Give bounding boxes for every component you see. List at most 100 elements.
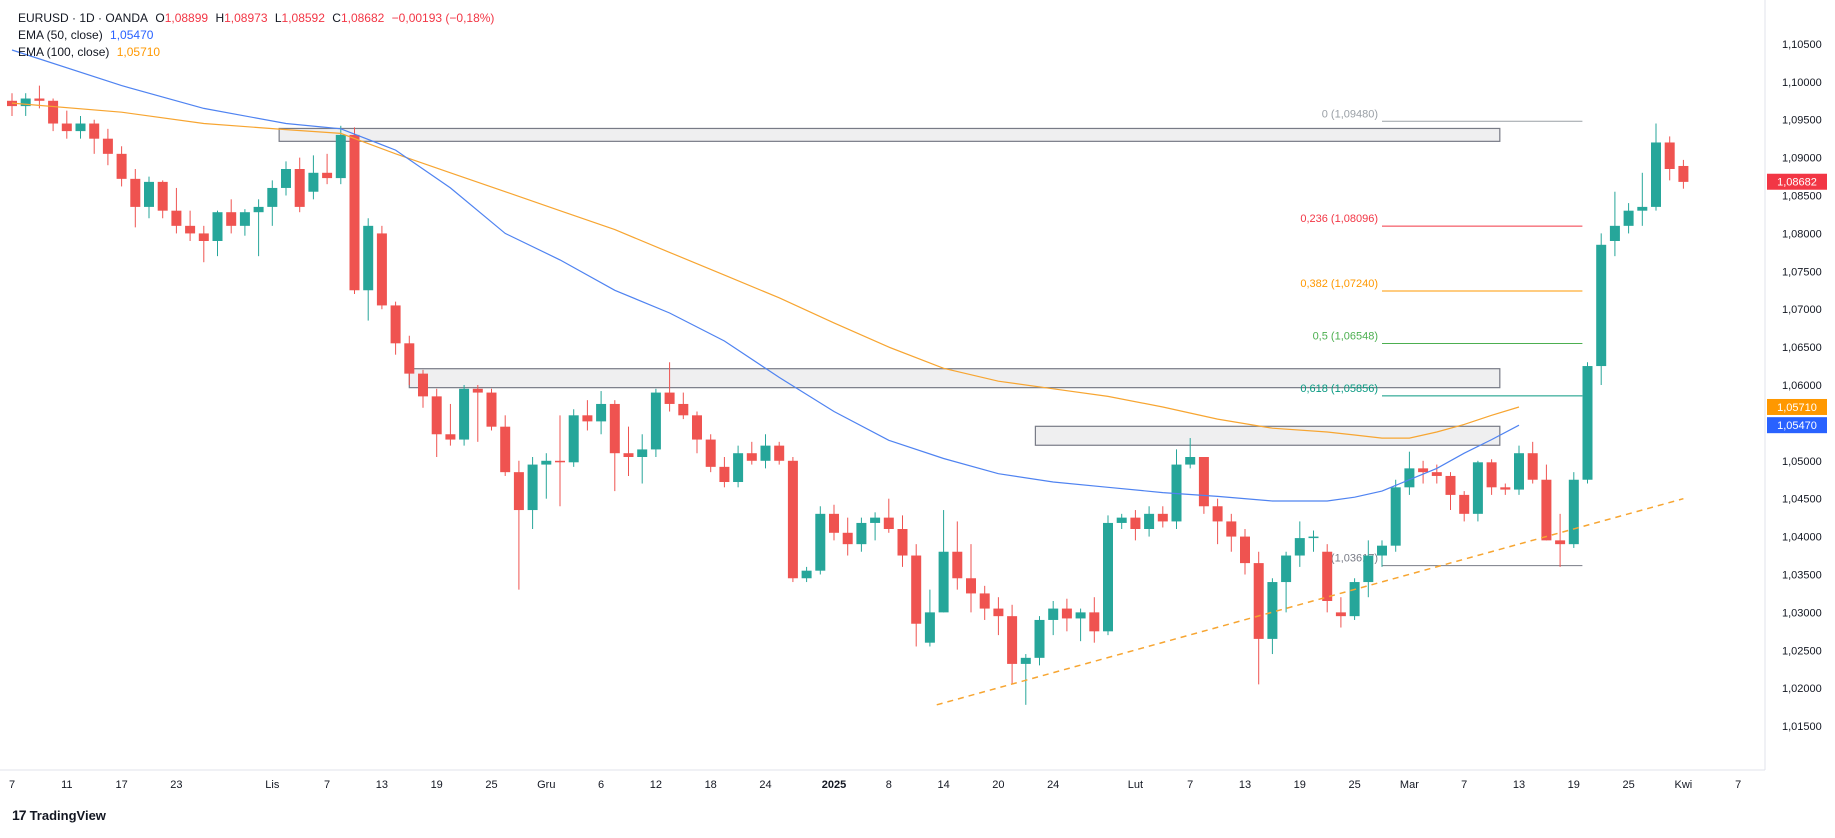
candle-body[interactable] (952, 551, 963, 579)
candle-body[interactable] (431, 396, 442, 435)
resistance-zone-2[interactable] (1034, 425, 1501, 446)
symbol-label[interactable]: EURUSD · 1D · OANDA (18, 11, 149, 25)
candle-body[interactable] (472, 388, 483, 393)
candle-body[interactable] (1281, 555, 1292, 583)
candle-body[interactable] (1075, 612, 1086, 619)
candle-body[interactable] (48, 100, 59, 124)
candle-body[interactable] (1020, 657, 1031, 664)
candle-body[interactable] (760, 445, 771, 461)
candle-body[interactable] (650, 392, 661, 450)
candle-body[interactable] (486, 392, 497, 427)
candle-body[interactable] (281, 169, 291, 188)
ema50-line[interactable] (11, 49, 1520, 502)
candle-body[interactable] (1664, 142, 1675, 169)
candle-body[interactable] (34, 98, 45, 101)
candle-body[interactable] (1089, 612, 1100, 632)
candle-body[interactable] (705, 439, 716, 467)
candle-body[interactable] (883, 517, 894, 529)
candle-body[interactable] (596, 403, 607, 422)
candle-body[interactable] (527, 464, 538, 511)
resistance-zone-0[interactable] (278, 127, 1501, 142)
candle-body[interactable] (335, 134, 346, 179)
candle-body[interactable] (678, 403, 689, 416)
candle-body[interactable] (801, 570, 812, 579)
candle-body[interactable] (1294, 538, 1305, 556)
candle-body[interactable] (418, 373, 428, 397)
candle-body[interactable] (20, 98, 31, 107)
candle-body[interactable] (787, 460, 798, 579)
candle-body[interactable] (815, 513, 826, 571)
candle-body[interactable] (1157, 513, 1168, 522)
candle-body[interactable] (1609, 225, 1620, 241)
candle-body[interactable] (1404, 468, 1415, 488)
candle-body[interactable] (308, 172, 319, 192)
candle-body[interactable] (692, 415, 702, 440)
candle-body[interactable] (404, 343, 415, 374)
candle-body[interactable] (1431, 472, 1442, 476)
candle-body[interactable] (1185, 457, 1196, 465)
candle-body[interactable] (102, 138, 113, 154)
candle-body[interactable] (185, 225, 196, 234)
candle-body[interactable] (363, 225, 374, 291)
candle-body[interactable] (198, 233, 209, 241)
ema50-row[interactable]: EMA (50, close) 1,05470 (18, 27, 498, 44)
candle-body[interactable] (1116, 517, 1127, 523)
candle-body[interactable] (664, 392, 675, 404)
candle-body[interactable] (719, 466, 730, 483)
candle-body[interactable] (376, 233, 387, 306)
candle-body[interactable] (1527, 453, 1538, 480)
candle-body[interactable] (774, 445, 785, 461)
candle-body[interactable] (500, 426, 511, 473)
candle-body[interactable] (294, 169, 305, 207)
candle-body[interactable] (609, 403, 620, 454)
candle-body[interactable] (979, 593, 990, 609)
candle-body[interactable] (239, 212, 250, 226)
candle-body[interactable] (1198, 457, 1209, 507)
candle-body[interactable] (1555, 540, 1566, 545)
ema100-line[interactable] (11, 102, 1520, 439)
candle-body[interactable] (1514, 453, 1524, 490)
candle-body[interactable] (924, 612, 935, 643)
candle-body[interactable] (829, 513, 839, 533)
candle-body[interactable] (870, 517, 881, 523)
candle-body[interactable] (1240, 536, 1250, 564)
candle-body[interactable] (1500, 487, 1511, 490)
candle-body[interactable] (993, 608, 1004, 617)
candle-body[interactable] (322, 172, 333, 179)
candle-body[interactable] (390, 305, 401, 344)
candle-body[interactable] (856, 522, 867, 545)
support-trendline[interactable] (936, 497, 1684, 706)
candle-body[interactable] (75, 123, 86, 132)
candle-body[interactable] (1034, 619, 1045, 658)
candle-body[interactable] (445, 434, 456, 440)
candle-body[interactable] (1308, 536, 1319, 539)
candle-body[interactable] (1007, 616, 1018, 664)
candle-body[interactable] (1212, 506, 1223, 522)
candle-body[interactable] (1335, 612, 1346, 617)
candle-body[interactable] (267, 187, 278, 207)
candle-body[interactable] (513, 472, 524, 511)
candle-body[interactable] (966, 578, 976, 594)
candle-body[interactable] (1472, 462, 1483, 514)
candle-body[interactable] (1623, 210, 1634, 226)
candle-body[interactable] (1103, 522, 1113, 632)
candle-body[interactable] (253, 206, 264, 213)
candle-body[interactable] (733, 453, 744, 483)
ema100-row[interactable]: EMA (100, close) 1,05710 (18, 44, 498, 61)
candle-body[interactable] (1541, 479, 1552, 541)
candle-body[interactable] (1568, 479, 1579, 545)
candle-body[interactable] (157, 181, 168, 211)
candle-body[interactable] (623, 453, 634, 457)
candle-body[interactable] (1582, 366, 1593, 480)
candle-body[interactable] (1377, 545, 1387, 556)
candle-body[interactable] (746, 453, 757, 461)
candle-body[interactable] (637, 449, 648, 457)
candle-body[interactable] (1363, 555, 1374, 583)
candle-body[interactable] (842, 532, 853, 545)
candle-body[interactable] (568, 415, 579, 463)
candle-body[interactable] (1459, 494, 1470, 514)
candle-body[interactable] (89, 123, 100, 139)
candle-body[interactable] (582, 415, 593, 422)
